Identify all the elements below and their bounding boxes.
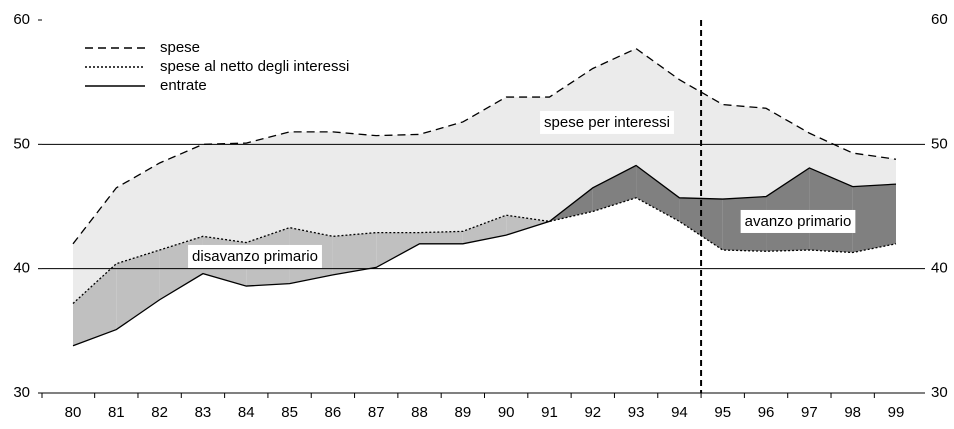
x-tick-label: 80 (65, 404, 82, 421)
x-tick-label: 81 (108, 404, 125, 421)
interest-area (73, 48, 896, 304)
annotation: disavanzo primario (188, 244, 322, 268)
balance-area (419, 231, 463, 244)
y2-tick-label: 60 (931, 11, 948, 28)
series-line (72, 47, 897, 245)
balance-area (332, 232, 377, 275)
x-tick-label: 97 (801, 404, 818, 421)
x-tick-label: 93 (628, 404, 645, 421)
x-tick-label: 99 (888, 404, 905, 421)
x-tick-label: 95 (714, 404, 731, 421)
y2-tick-label: 30 (931, 384, 948, 401)
annotation-box (740, 209, 856, 233)
x-tick-label: 89 (454, 404, 471, 421)
x-tick-label: 83 (195, 404, 212, 421)
y-tick-label: 60 (13, 11, 30, 28)
x-tick-label: 96 (758, 404, 775, 421)
annotation-text: spese per interessi (544, 114, 670, 131)
x-tick-label: 87 (368, 404, 385, 421)
x-tick-label: 91 (541, 404, 558, 421)
balance-area (376, 232, 420, 268)
annotation-box (540, 110, 674, 134)
y-tick-label: 40 (13, 260, 30, 277)
annotation: spese per interessi (540, 110, 674, 134)
x-tick-label: 94 (671, 404, 688, 421)
series-line (72, 197, 897, 304)
balance-area (116, 250, 160, 330)
x-tick-label: 85 (281, 404, 298, 421)
x-tick-label: 98 (844, 404, 861, 421)
y2-tick-label: 50 (931, 135, 948, 152)
y2-tick-label: 40 (931, 260, 948, 277)
legend-label: entrate (160, 77, 207, 94)
y-tick-label: 30 (13, 384, 30, 401)
x-tick-label: 90 (498, 404, 515, 421)
balance-area (636, 165, 680, 222)
legend-label: spese al netto degli interessi (160, 58, 349, 75)
x-tick-label: 84 (238, 404, 255, 421)
balance-area (852, 184, 896, 253)
x-tick-label: 88 (411, 404, 428, 421)
annotation: avanzo primario (740, 209, 856, 233)
balance-area (73, 263, 117, 346)
annotation-text: disavanzo primario (192, 248, 318, 265)
annotation-box (188, 244, 322, 268)
legend-label: spese (160, 39, 200, 56)
y-tick-label: 50 (13, 135, 30, 152)
x-tick-label: 82 (151, 404, 168, 421)
balance-area (592, 165, 637, 212)
annotation-text: avanzo primario (745, 213, 852, 230)
x-tick-label: 92 (584, 404, 601, 421)
series-line (72, 164, 897, 347)
x-tick-label: 86 (325, 404, 342, 421)
